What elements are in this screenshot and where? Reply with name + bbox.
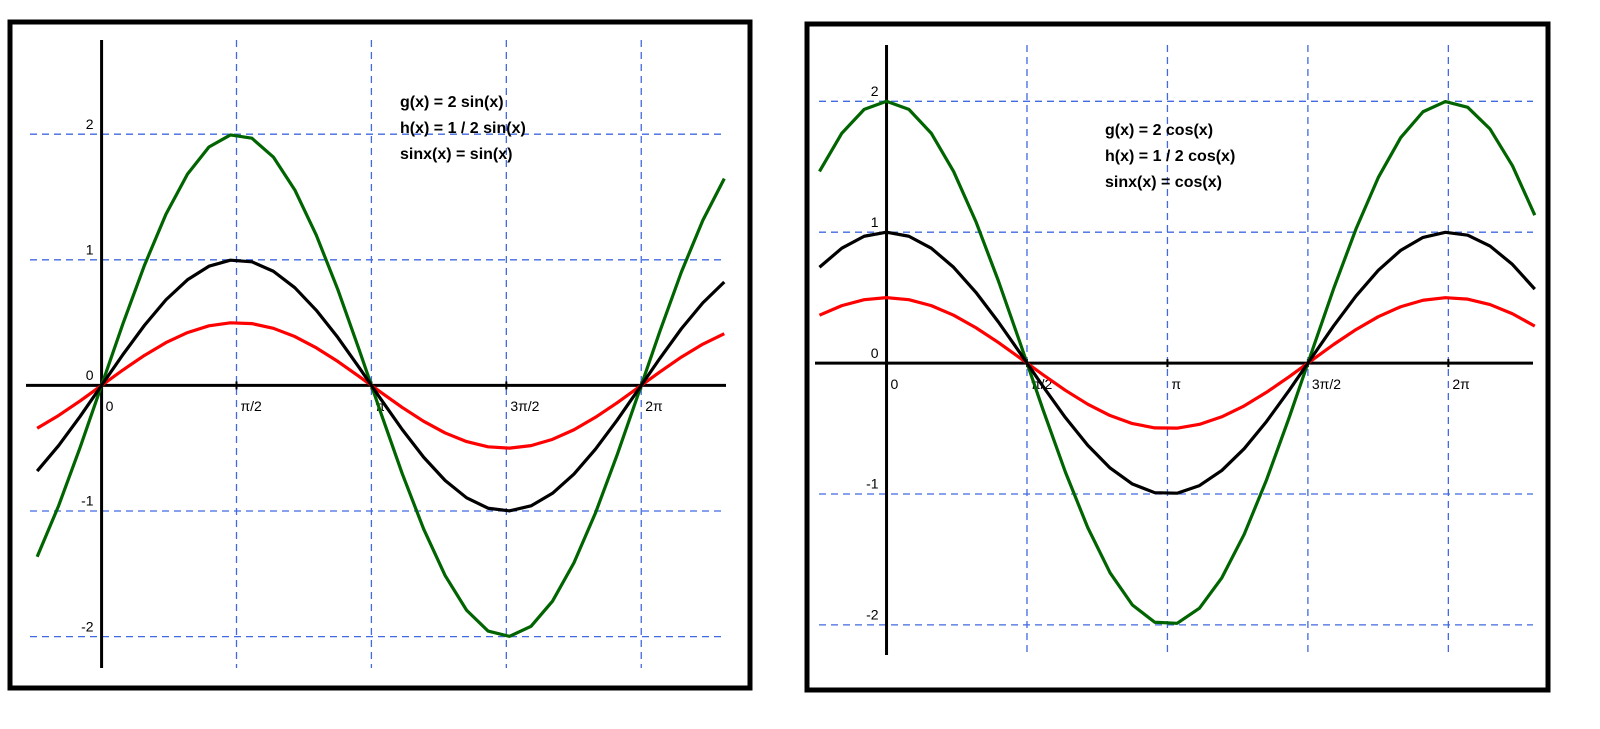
y-tick-label: 2 <box>871 83 879 99</box>
chart-frame <box>7 19 753 691</box>
y-tick-label: -2 <box>866 607 879 623</box>
line <box>818 230 1536 495</box>
line <box>35 258 726 513</box>
legend-entry: h(x) = 1 / 2 cos(x) <box>1105 148 1235 165</box>
y-tick-label: 0 <box>86 367 94 383</box>
y-tick-label: 1 <box>871 214 879 230</box>
x-tick-label: 3π/2 <box>510 398 539 414</box>
legend-entry: sinx(x) = cos(x) <box>1105 174 1222 191</box>
x-tick-label: 3π/2 <box>1312 376 1341 392</box>
x-tick-label: 2π <box>645 398 663 414</box>
y-tick-label: -2 <box>81 618 94 634</box>
legend-entry: g(x) = 2 sin(x) <box>400 94 504 111</box>
y-tick-label: -1 <box>81 493 94 509</box>
y-tick-label: -1 <box>866 476 879 492</box>
legend-entry: sinx(x) = sin(x) <box>400 146 512 163</box>
x-tick-label: 0 <box>891 376 899 392</box>
x-tick-label: π <box>375 398 385 414</box>
line <box>818 296 1536 430</box>
line <box>35 133 726 638</box>
x-tick-label: 2π <box>1452 376 1470 392</box>
y-tick-label: 0 <box>871 345 879 361</box>
line <box>36 321 725 450</box>
x-tick-label: π/2 <box>240 398 262 414</box>
legend-entry: h(x) = 1 / 2 sin(x) <box>400 120 526 137</box>
x-tick-label: 0 <box>106 398 114 414</box>
line <box>818 99 1537 625</box>
legend-entry: g(x) = 2 cos(x) <box>1105 122 1213 139</box>
y-tick-label: 1 <box>86 242 94 258</box>
x-tick-label: π <box>1171 376 1181 392</box>
y-tick-label: 2 <box>86 116 94 132</box>
